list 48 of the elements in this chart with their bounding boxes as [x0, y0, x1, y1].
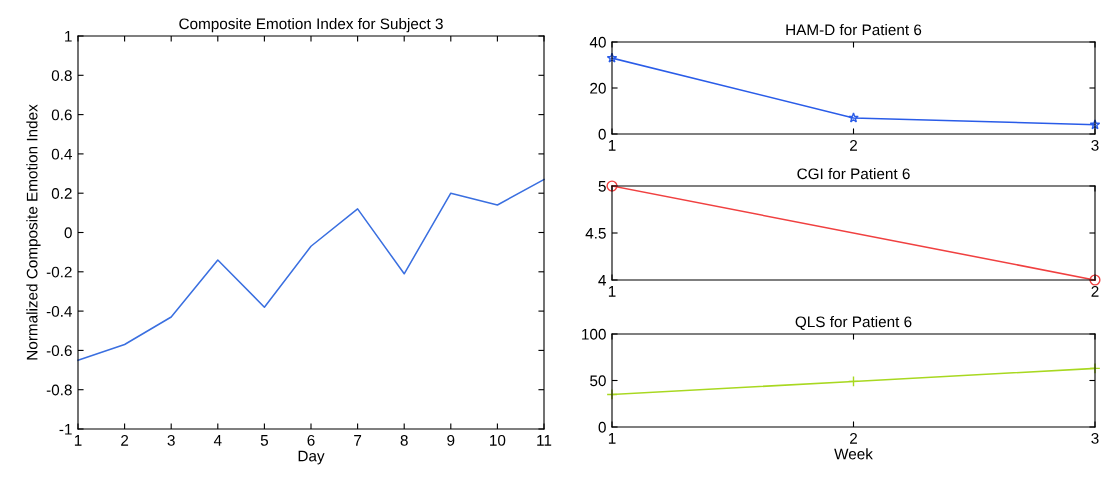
line-series — [77, 178, 545, 361]
y-tick-label: 4 — [598, 275, 606, 286]
x-tick-label: 11 — [537, 435, 552, 446]
y-tick-label: 40 — [589, 36, 606, 48]
y-tick-label: -0.6 — [46, 345, 72, 357]
y-tick-label: -0.4 — [46, 305, 72, 317]
x-tick-label: 9 — [447, 434, 455, 446]
y-tick-label: 5 — [598, 181, 606, 192]
x-axis-title: Week — [834, 448, 873, 460]
chart-title: HAM-D for Patient 6 — [786, 23, 922, 36]
x-axis-title: Day — [298, 450, 325, 465]
y-tick-label: 0.4 — [51, 148, 72, 160]
x-tick-label: 3 — [1091, 139, 1099, 151]
y-tick-label: 100 — [582, 328, 606, 340]
chart-title: Composite Emotion Index for Subject 3 — [179, 17, 443, 33]
y-tick-label: 4.5 — [585, 228, 606, 239]
x-tick-label: 7 — [354, 435, 362, 446]
y-tick-label: 1 — [65, 31, 72, 42]
y-tick-label: 0 — [598, 128, 606, 140]
x-tick-label: 2 — [850, 139, 857, 151]
y-tick-label: 0.6 — [51, 109, 72, 121]
x-tick-label: 3 — [1091, 432, 1099, 444]
x-tick-label: 2 — [850, 432, 857, 444]
chart-title: CGI for Patient 6 — [797, 167, 910, 180]
x-tick-label: 2 — [121, 434, 129, 446]
y-tick-label: 0 — [64, 227, 72, 239]
y-tick-label: 50 — [590, 375, 606, 387]
x-tick-label: 8 — [400, 434, 408, 446]
chart-title: QLS for Patient 6 — [795, 315, 912, 330]
y-tick-label: -1 — [59, 424, 72, 435]
y-tick-label: 20 — [590, 82, 606, 94]
point — [847, 375, 860, 387]
x-tick-label: 10 — [490, 434, 506, 446]
y-tick-label: -0.2 — [46, 266, 72, 278]
x-tick-label: 1 — [608, 433, 616, 444]
x-tick-label: 1 — [608, 140, 616, 151]
x-tick-label: 4 — [213, 435, 222, 446]
x-tick-label: 6 — [307, 434, 315, 446]
point — [848, 112, 859, 123]
x-tick-label: 5 — [260, 435, 269, 446]
y-tick-label: -0.8 — [46, 384, 72, 396]
y-axis-title: Normalized Composite Emotion Index — [26, 104, 41, 360]
x-tick-label: 1 — [74, 435, 82, 446]
y-tick-label: 0.2 — [51, 188, 72, 199]
x-tick-label: 3 — [167, 434, 175, 446]
x-tick-label: 2 — [1091, 285, 1099, 297]
y-tick-label: 0 — [598, 421, 606, 433]
y-tick-label: 0.8 — [51, 70, 72, 81]
